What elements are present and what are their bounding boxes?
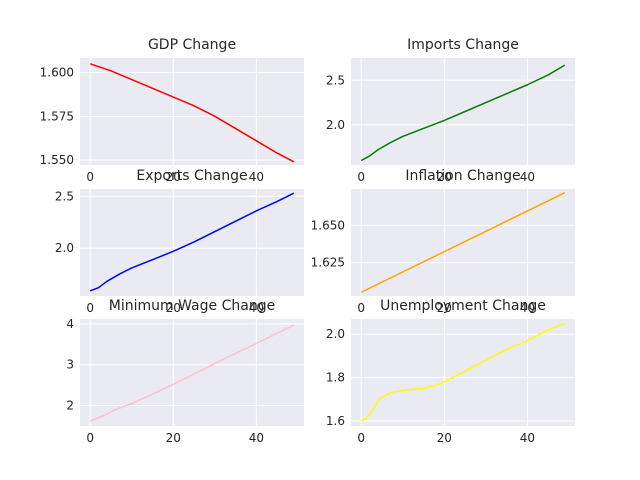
x-tick-label: 20 — [437, 301, 452, 315]
y-tick-label: 2.0 — [326, 327, 345, 341]
panel-title: Minimum Wage Change — [109, 298, 275, 314]
y-tick-label: 1.8 — [326, 371, 345, 385]
x-tick-label: 40 — [249, 301, 264, 315]
panel-title: Unemployment Change — [380, 298, 546, 314]
panel-title: Exports Change — [136, 168, 247, 184]
x-tick-label: 20 — [437, 170, 452, 184]
x-tick-label: 0 — [357, 301, 365, 315]
y-tick-label: 1.625 — [311, 256, 345, 270]
series-line — [360, 192, 566, 293]
y-tick-label: 1.550 — [40, 153, 74, 167]
x-tick-label: 20 — [166, 431, 181, 445]
plot-area — [351, 58, 575, 165]
x-tick-label: 40 — [249, 170, 264, 184]
y-tick-label: 2.5 — [326, 73, 345, 87]
y-tick-label: 2.5 — [55, 189, 74, 203]
x-tick-label: 20 — [437, 431, 452, 445]
series-line — [360, 322, 566, 422]
y-tick-label: 2 — [66, 399, 74, 413]
panel-background — [351, 58, 575, 165]
y-tick-label: 1.6 — [326, 414, 345, 428]
y-tick-label: 4 — [66, 317, 74, 331]
x-tick-label: 40 — [520, 170, 535, 184]
grid-layer — [80, 58, 575, 426]
y-tick-label: 1.600 — [40, 66, 74, 80]
series-line — [89, 324, 295, 422]
y-tick-label: 2.0 — [326, 118, 345, 132]
x-tick-label: 0 — [357, 170, 365, 184]
x-tick-label: 0 — [357, 431, 365, 445]
series-line — [360, 64, 566, 162]
x-tick-label: 40 — [520, 431, 535, 445]
panel-background — [80, 58, 304, 165]
x-tick-label: 0 — [86, 431, 94, 445]
x-tick-label: 40 — [520, 301, 535, 315]
series-line — [89, 192, 295, 292]
panel-title: Imports Change — [407, 37, 519, 53]
series-line — [89, 63, 295, 163]
x-tick-label: 0 — [86, 301, 94, 315]
y-tick-label: 1.650 — [311, 218, 345, 232]
x-tick-label: 40 — [249, 431, 264, 445]
y-tick-label: 3 — [66, 358, 74, 372]
line-layer — [89, 63, 566, 422]
x-tick-label: 20 — [166, 301, 181, 315]
x-tick-label: 20 — [166, 170, 181, 184]
x-tick-label: 0 — [86, 170, 94, 184]
y-tick-label: 2.0 — [55, 241, 74, 255]
panel-title: GDP Change — [148, 37, 236, 53]
panel-title: Inflation Change — [405, 168, 520, 184]
y-tick-label: 1.575 — [40, 109, 74, 123]
